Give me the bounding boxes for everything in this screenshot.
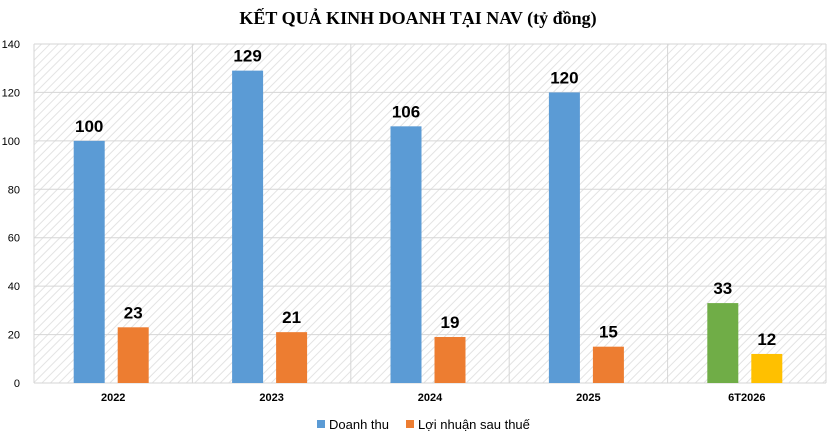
bars bbox=[73, 70, 783, 383]
y-axis-ticks: 0 20 40 60 80 100 120 140 bbox=[2, 39, 20, 390]
y-tick-label: 140 bbox=[2, 39, 20, 51]
bar-series-0-2023 bbox=[232, 70, 264, 383]
data-label: 100 bbox=[75, 117, 103, 136]
data-label: 23 bbox=[124, 303, 143, 322]
x-tick-label: 2022 bbox=[101, 392, 125, 404]
gridlines bbox=[33, 43, 827, 384]
x-tick-label: 2025 bbox=[576, 392, 600, 404]
bar-series-0-2024 bbox=[390, 126, 422, 383]
data-label: 120 bbox=[550, 68, 578, 87]
legend-swatch-0 bbox=[317, 420, 325, 428]
data-label: 19 bbox=[441, 313, 460, 332]
bar-series-1-2022 bbox=[117, 327, 149, 383]
y-tick-label: 100 bbox=[2, 136, 20, 148]
legend: Doanh thu Lợi nhuận sau thuế bbox=[317, 417, 531, 432]
plot-area bbox=[34, 44, 826, 383]
x-tick-label: 6T2026 bbox=[728, 392, 765, 404]
data-label: 15 bbox=[599, 323, 618, 342]
data-label: 33 bbox=[713, 279, 732, 298]
y-tick-label: 20 bbox=[8, 330, 20, 342]
bar-series-1-6T2026 bbox=[751, 353, 783, 383]
bar-series-0-6T2026 bbox=[707, 303, 739, 383]
y-tick-label: 0 bbox=[14, 378, 20, 390]
legend-label-0: Doanh thu bbox=[329, 417, 389, 432]
y-tick-label: 40 bbox=[8, 281, 20, 293]
bar-series-1-2025 bbox=[592, 346, 624, 383]
data-labels: 100 129 106 120 33 23 21 19 15 12 bbox=[75, 47, 776, 349]
data-label: 106 bbox=[392, 102, 420, 121]
data-label: 21 bbox=[282, 308, 301, 327]
chart-title: KẾT QUẢ KINH DOANH TẠI NAV (tỷ đồng) bbox=[239, 7, 596, 29]
x-tick-label: 2024 bbox=[418, 392, 443, 404]
legend-swatch-1 bbox=[406, 420, 414, 428]
y-tick-label: 120 bbox=[2, 87, 20, 99]
y-tick-label: 60 bbox=[8, 233, 20, 245]
bar-series-0-2025 bbox=[548, 92, 580, 383]
y-tick-label: 80 bbox=[8, 184, 20, 196]
bar-series-0-2022 bbox=[73, 140, 105, 383]
legend-label-1: Lợi nhuận sau thuế bbox=[418, 417, 531, 432]
bar-series-1-2024 bbox=[434, 336, 466, 383]
data-label: 129 bbox=[233, 47, 261, 66]
data-label: 12 bbox=[757, 330, 776, 349]
bar-series-1-2023 bbox=[276, 332, 308, 383]
x-axis-ticks: 2022 2023 2024 2025 6T2026 bbox=[101, 392, 765, 404]
x-tick-label: 2023 bbox=[259, 392, 283, 404]
